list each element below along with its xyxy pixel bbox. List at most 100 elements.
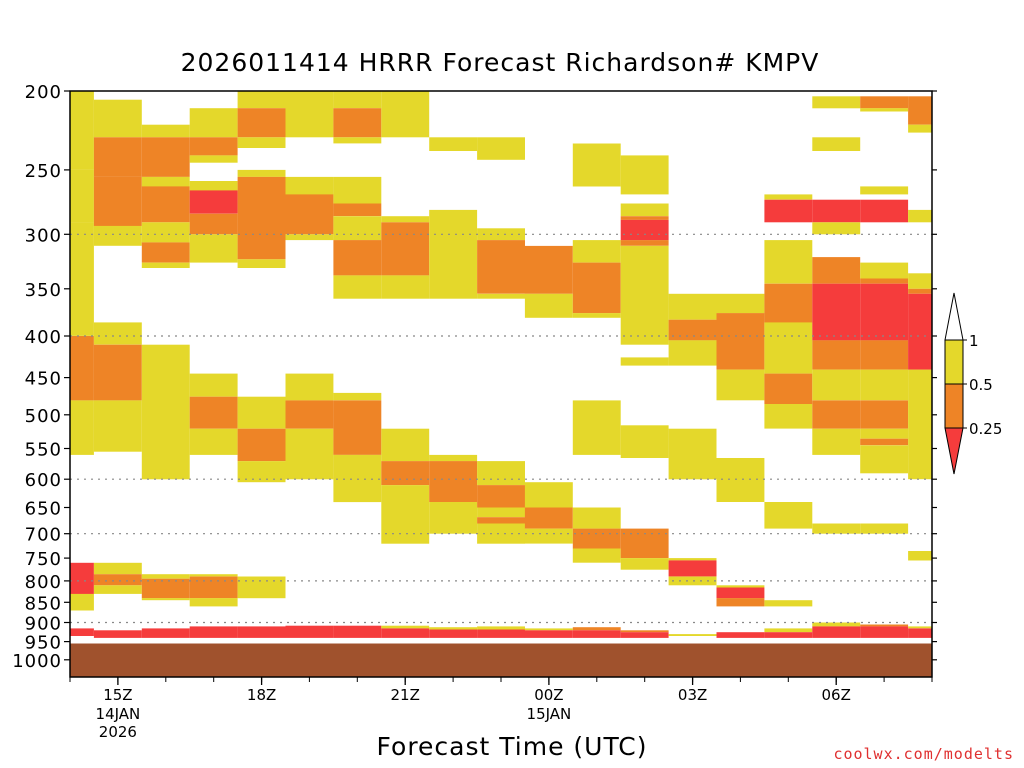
heatmap-cell — [572, 627, 621, 631]
heatmap-cell — [70, 91, 94, 170]
y-tick-label: 350 — [25, 280, 62, 301]
heatmap-cell — [860, 428, 909, 439]
heatmap-cell — [141, 598, 190, 601]
heatmap-cell — [93, 322, 142, 345]
heatmap-cell — [668, 293, 717, 320]
heatmap-cell — [141, 186, 190, 223]
heatmap-cell — [716, 313, 765, 370]
heatmap-cell — [237, 259, 286, 268]
heatmap-cell — [70, 562, 94, 577]
heatmap-cell — [668, 560, 717, 577]
heatmap-cell — [860, 624, 909, 627]
heatmap-cell — [70, 222, 94, 336]
y-tick-label: 750 — [25, 549, 62, 570]
heatmap-cell — [333, 108, 382, 138]
y-tick-label: 600 — [25, 470, 62, 491]
heatmap-cell — [812, 340, 861, 370]
heatmap-cell — [860, 400, 909, 429]
colorbar-top-arrow — [944, 292, 964, 341]
heatmap-cell — [812, 257, 861, 284]
heatmap-cell — [812, 199, 861, 223]
heatmap-cell — [429, 137, 478, 151]
colorbar-label: 1 — [969, 332, 979, 350]
heatmap-cell — [764, 502, 813, 529]
heatmap-cell — [189, 373, 238, 397]
x-tick-label: 18Z — [247, 686, 276, 704]
heatmap-cell — [812, 96, 861, 109]
heatmap-cell — [812, 222, 861, 235]
heatmap-cell — [524, 528, 573, 544]
heatmap-cell — [764, 632, 813, 638]
heatmap-cell — [764, 194, 813, 200]
heatmap-cell — [333, 203, 382, 217]
heatmap-cell — [285, 625, 334, 638]
heatmap-cell — [141, 578, 190, 599]
heatmap-cell — [860, 283, 909, 341]
heatmap-cell — [237, 626, 286, 638]
heatmap-cell — [812, 523, 861, 534]
heatmap-cell — [93, 99, 142, 138]
heatmap-cell — [141, 222, 190, 243]
heatmap-cell — [620, 203, 669, 217]
watermark-link[interactable]: coolwx.com/modelts — [833, 745, 1014, 763]
heatmap-cell — [668, 634, 717, 636]
heatmap-cell — [141, 574, 190, 579]
heatmap-cell — [572, 313, 621, 318]
heatmap-cell — [620, 528, 669, 559]
heatmap-cell — [333, 91, 382, 109]
y-tick-label: 800 — [25, 572, 62, 593]
heatmap-cell — [477, 293, 525, 299]
heatmap-cell — [381, 461, 430, 486]
heatmap-cell — [70, 576, 94, 594]
heatmap-cell — [381, 275, 430, 299]
heatmap-cell — [812, 283, 861, 341]
heatmap-cell — [812, 428, 861, 455]
y-tick-label: 900 — [25, 614, 62, 635]
x-tick-sublabel: 2026 — [99, 723, 137, 741]
heatmap-cell — [477, 240, 525, 294]
x-tick-label: 21Z — [391, 686, 420, 704]
heatmap-cell — [764, 240, 813, 284]
heatmap-cell — [429, 629, 478, 638]
heatmap-cell — [764, 628, 813, 633]
heatmap-cell — [860, 108, 909, 112]
heatmap-cell — [333, 392, 382, 401]
heatmap-cell — [237, 461, 286, 483]
heatmap-cell — [237, 169, 286, 177]
heatmap-cell — [70, 400, 94, 455]
heatmap-cell — [668, 558, 717, 561]
heatmap-cell — [860, 369, 909, 401]
heatmap-cell — [141, 344, 190, 480]
heatmap-cell — [860, 626, 909, 638]
heatmap-cell — [477, 228, 525, 241]
heatmap-cell — [333, 137, 382, 144]
heatmap-cell — [620, 219, 669, 241]
heatmap-cell — [524, 507, 573, 529]
heatmap-cell — [620, 357, 669, 366]
heatmap-cell — [572, 240, 621, 263]
heatmap-cell — [429, 627, 478, 630]
heatmap-cell — [189, 108, 238, 138]
colorbar: 1 0.5 0.25 — [944, 292, 1002, 475]
heatmap-cell — [429, 461, 478, 502]
heatmap-cell — [812, 400, 861, 429]
heatmap-cell — [764, 199, 813, 223]
heatmap-cell — [237, 396, 286, 429]
y-tick-label: 450 — [25, 369, 62, 390]
heatmap-cell — [141, 242, 190, 263]
heatmap-cell — [716, 598, 765, 607]
heatmap-cell — [812, 626, 861, 638]
heatmap-cell — [668, 428, 717, 480]
heatmap-cell — [620, 240, 669, 246]
heatmap-cell — [93, 574, 142, 586]
heatmap-cell — [908, 209, 932, 223]
heatmap-cell — [285, 194, 334, 235]
y-tick-label: 400 — [25, 327, 62, 348]
heatmap-cell — [860, 340, 909, 370]
heatmap-cell — [333, 625, 382, 638]
heatmap-cell — [812, 622, 861, 627]
x-axis-title: Forecast Time (UTC) — [376, 732, 648, 761]
heatmap-cell — [524, 245, 573, 294]
colorbar-label: 0.5 — [969, 376, 993, 394]
